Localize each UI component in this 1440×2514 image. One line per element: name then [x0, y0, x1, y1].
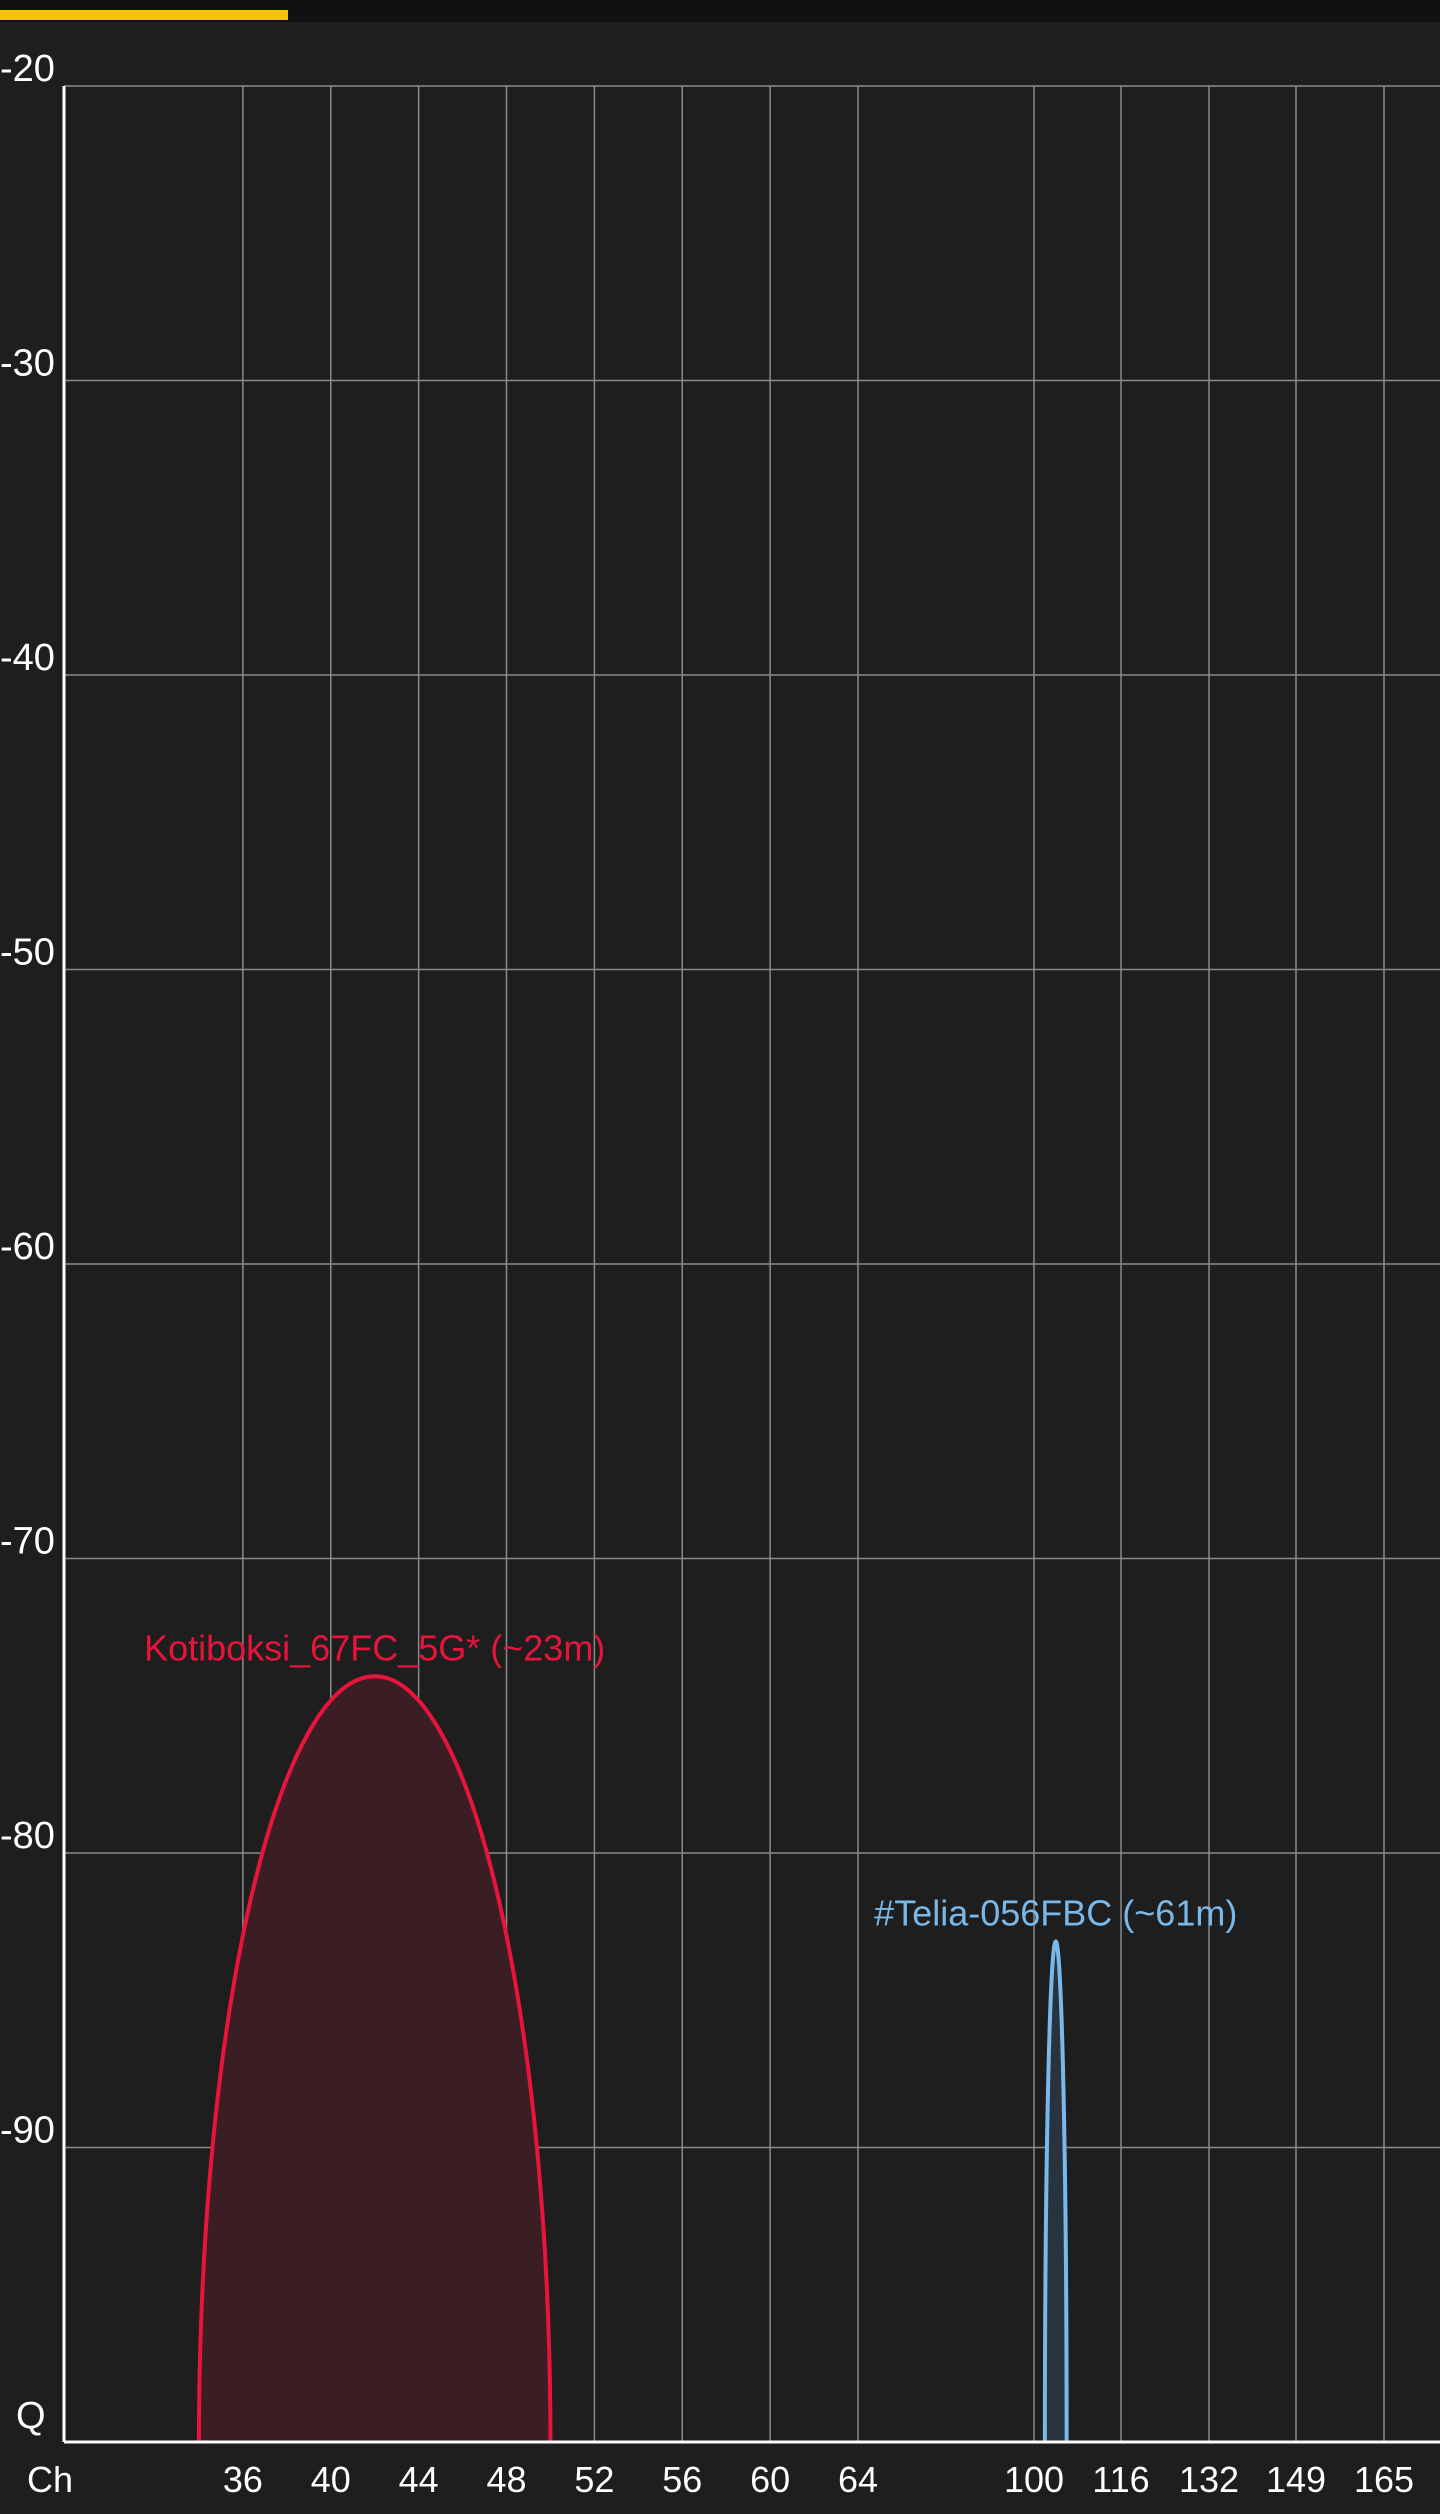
network-curve-0: [196, 1674, 553, 2443]
y-tick-label: -30: [0, 343, 55, 385]
x-tick-label: 132: [1179, 2459, 1239, 2500]
x-tick-label: 64: [838, 2459, 878, 2500]
x-tick-label: 100: [1004, 2459, 1064, 2500]
network-label-1: #Telia-056FBC (~61m): [874, 1892, 1237, 1933]
x-tick-label: 48: [486, 2459, 526, 2500]
network-curve-1: [1042, 1939, 1069, 2443]
y-tick-label-q: Q: [16, 2395, 46, 2437]
x-tick-label: 149: [1266, 2459, 1326, 2500]
y-tick-label: -80: [0, 1815, 55, 1857]
y-tick-label: -50: [0, 932, 55, 974]
top-status-bar: [0, 0, 1440, 22]
y-tick-label: -90: [0, 2110, 55, 2152]
x-tick-label: 116: [1092, 2459, 1149, 2500]
y-tick-label: -40: [0, 637, 55, 679]
network-label-0: Kotiboksi_67FC_5G* (~23m): [144, 1627, 605, 1668]
x-tick-label: 60: [750, 2459, 790, 2500]
y-tick-label: -70: [0, 1521, 55, 1563]
y-tick-label: -20: [0, 48, 55, 90]
wifi-channel-graph: -20 -30 -40 -50 -60 -70 -80 -90 Q 36 40 44 48 52 56 60 6…: [0, 48, 1440, 2500]
network-area-fill-0: [198, 1676, 551, 2442]
x-tick-label: 52: [574, 2459, 614, 2500]
x-tick-label: 165: [1354, 2459, 1414, 2500]
x-tick-label: 44: [399, 2459, 439, 2500]
x-tick-label: 40: [311, 2459, 351, 2500]
x-tick-label: 56: [662, 2459, 702, 2500]
x-axis-label: Ch: [27, 2459, 73, 2500]
y-tick-label: -60: [0, 1226, 55, 1268]
scan-progress-bar: [0, 10, 288, 20]
x-tick-label: 36: [223, 2459, 263, 2500]
